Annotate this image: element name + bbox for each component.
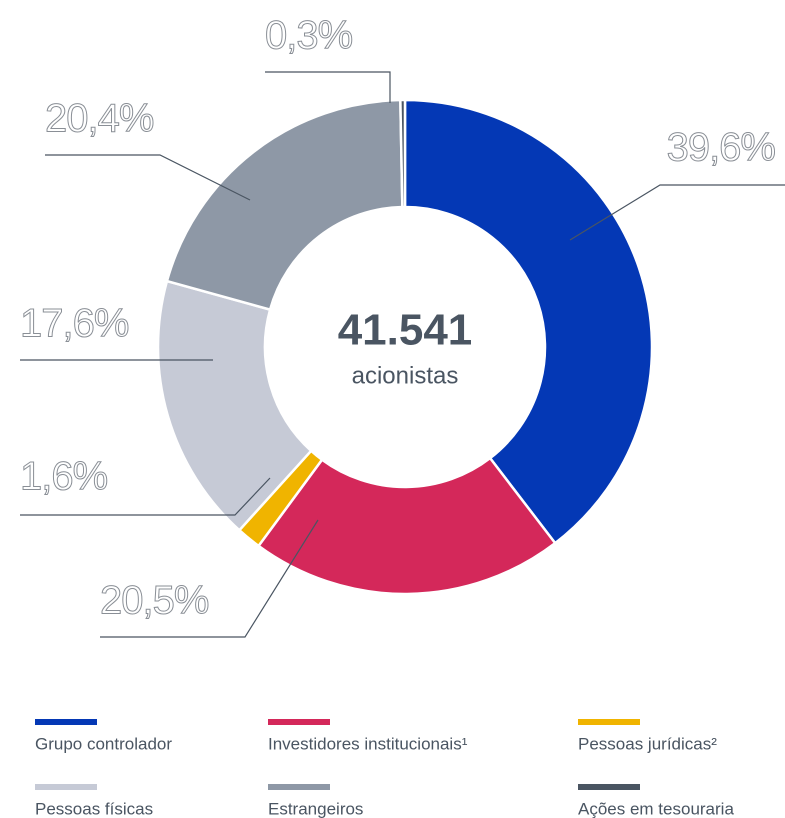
value-label: 39,6% [667,126,776,170]
legend-swatch [35,784,97,790]
legend-swatch [578,784,640,790]
value-label: 20,5% [100,579,209,623]
value-label: 20,4% [45,97,154,141]
legend-swatch [578,719,640,725]
leader-line [569,184,785,241]
value-label: 1,6% [20,455,108,499]
center-value: 41.541 [338,306,473,355]
leader-line [100,519,319,638]
donut-segment [156,279,313,532]
legend-label: Pessoas jurídicas² [578,734,717,753]
value-label: 0,3% [265,14,353,58]
leader-line [20,477,271,516]
legend-label: Investidores institucionais¹ [268,734,468,753]
legend-swatch [35,719,97,725]
legend-label: Pessoas físicas [35,799,153,818]
donut-segment [165,98,404,312]
leader-line [265,71,391,103]
center-label: acionistas [352,362,459,389]
value-label: 17,6% [20,302,129,346]
legend-label: Grupo controlador [35,734,172,753]
leader-line [45,154,251,201]
legend-label: Ações em tesouraria [578,799,734,818]
donut-segment [256,456,557,596]
legend-swatch [268,784,330,790]
legend-label: Estrangeiros [268,799,363,818]
legend-swatch [268,719,330,725]
donut-segment [399,98,407,209]
donut-segment [403,98,654,545]
